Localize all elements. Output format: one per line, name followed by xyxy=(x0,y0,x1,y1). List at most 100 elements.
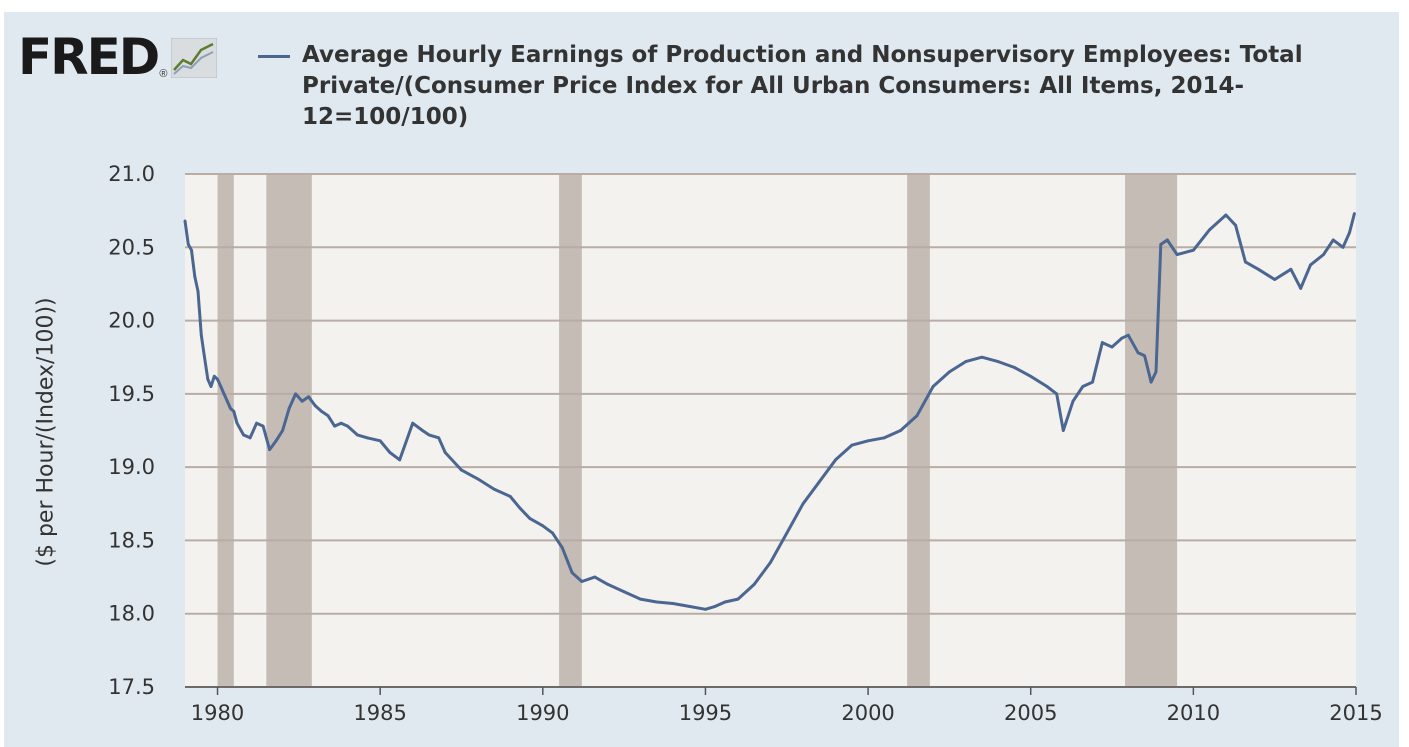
data-point xyxy=(1013,366,1016,369)
data-point xyxy=(752,583,756,586)
data-point xyxy=(326,414,330,418)
data-point xyxy=(1234,223,1238,227)
data-point xyxy=(492,487,496,491)
data-point xyxy=(398,458,402,462)
data-point xyxy=(378,439,382,443)
data-point xyxy=(551,531,554,535)
data-point xyxy=(948,370,951,374)
data-point xyxy=(235,421,239,425)
data-point xyxy=(704,607,707,611)
data-point xyxy=(388,451,392,454)
data-point xyxy=(1154,370,1158,374)
data-point xyxy=(209,385,213,388)
data-point xyxy=(570,571,574,575)
y-tick-label: 21.0 xyxy=(108,162,155,186)
data-point xyxy=(622,590,626,594)
data-point xyxy=(1100,341,1104,344)
data-point xyxy=(190,248,193,252)
data-point xyxy=(346,424,350,428)
data-point xyxy=(1071,399,1075,403)
data-point xyxy=(560,546,564,550)
data-point xyxy=(193,275,197,278)
data-point xyxy=(801,502,805,506)
data-point xyxy=(834,458,837,462)
fred-logo[interactable]: FRED ® xyxy=(18,28,218,86)
data-point xyxy=(593,575,597,579)
data-point xyxy=(307,395,311,399)
data-point xyxy=(638,597,642,601)
data-point xyxy=(1175,253,1179,257)
data-point xyxy=(1055,392,1059,396)
data-point xyxy=(313,404,317,407)
data-point xyxy=(671,602,675,605)
data-point xyxy=(882,436,886,440)
data-point xyxy=(1143,354,1146,358)
chart-title: Average Hourly Earnings of Production an… xyxy=(302,42,1303,130)
data-point xyxy=(996,360,1000,364)
data-point xyxy=(300,399,304,403)
data-point xyxy=(333,424,337,428)
data-point xyxy=(1061,429,1065,432)
data-point xyxy=(199,333,203,337)
data-point xyxy=(1289,267,1293,271)
data-point xyxy=(1091,380,1094,384)
data-point xyxy=(365,436,369,440)
data-point xyxy=(1110,345,1114,349)
x-tick-label: 2010 xyxy=(1167,701,1220,725)
data-point xyxy=(980,355,984,359)
data-point xyxy=(1273,278,1277,281)
data-point xyxy=(1341,245,1345,249)
data-point xyxy=(203,355,206,359)
data-point xyxy=(508,495,512,498)
data-point xyxy=(274,439,278,443)
data-point xyxy=(443,451,447,454)
data-point xyxy=(248,436,252,440)
data-point xyxy=(281,429,284,432)
data-point xyxy=(1136,351,1140,355)
data-point xyxy=(183,219,187,223)
data-point xyxy=(261,424,265,428)
data-point xyxy=(1224,213,1228,217)
data-point xyxy=(964,360,968,364)
data-point xyxy=(225,399,229,403)
data-point xyxy=(580,580,584,583)
data-point xyxy=(1120,336,1124,340)
data-point xyxy=(411,421,415,425)
data-point xyxy=(931,385,935,388)
data-point xyxy=(242,433,245,437)
data-point xyxy=(232,410,236,413)
data-point xyxy=(687,604,691,608)
data-point xyxy=(713,604,717,608)
x-tick-label: 2015 xyxy=(1329,701,1382,725)
data-point xyxy=(1159,242,1163,246)
data-point xyxy=(268,448,271,451)
x-tick-label: 1980 xyxy=(191,701,244,725)
data-point xyxy=(255,421,258,425)
y-tick-label: 18.0 xyxy=(108,602,155,626)
data-point xyxy=(769,561,772,564)
y-tick-label: 18.5 xyxy=(108,528,155,552)
data-point xyxy=(339,421,343,425)
data-point xyxy=(1299,286,1303,290)
data-point xyxy=(528,517,532,520)
data-point xyxy=(476,477,480,481)
data-point xyxy=(866,439,870,443)
data-point xyxy=(915,414,919,418)
plot-area xyxy=(185,174,1356,687)
data-point xyxy=(606,583,610,586)
data-point xyxy=(219,385,223,388)
recession-band xyxy=(217,174,234,687)
data-point xyxy=(1149,380,1153,384)
fred-chart-icon xyxy=(171,38,218,78)
data-point xyxy=(1322,253,1325,257)
data-point xyxy=(1045,385,1049,388)
fred-logo-text: FRED xyxy=(18,28,160,86)
x-tick-label: 1990 xyxy=(516,701,569,725)
data-point xyxy=(216,377,219,381)
data-point xyxy=(785,531,789,535)
y-tick-label: 19.0 xyxy=(108,455,155,479)
y-tick-label: 20.5 xyxy=(108,235,155,259)
recession-band xyxy=(266,174,312,687)
recession-band xyxy=(559,174,582,687)
